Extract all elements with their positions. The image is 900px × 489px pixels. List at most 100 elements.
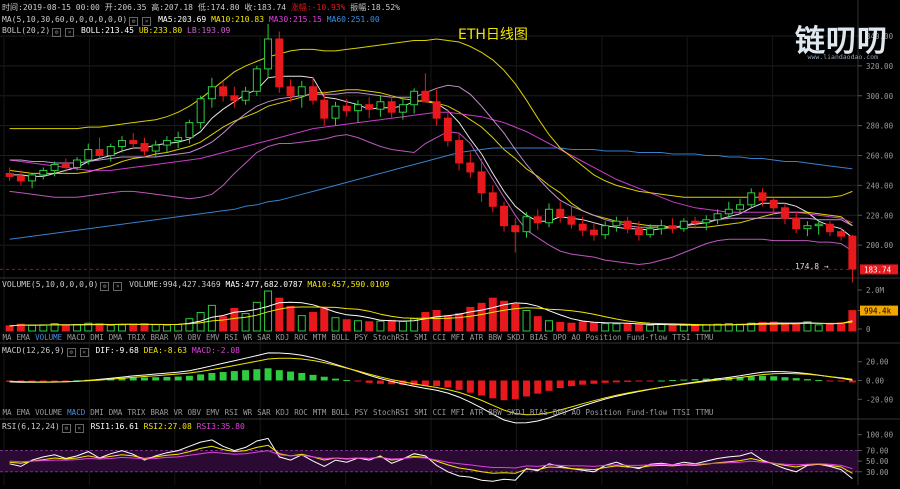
volume-bar (252, 301, 261, 332)
indicator-tab[interactable]: BRAR (150, 333, 169, 342)
indicator-tab[interactable]: MA (2, 333, 12, 342)
indicator-tab[interactable]: MTM (312, 333, 327, 342)
indicator-tab[interactable]: Position (585, 408, 622, 417)
macd-bar (388, 380, 396, 385)
indicator-tab[interactable]: ATR (469, 333, 484, 342)
settings-icon[interactable]: ⚙ (100, 282, 110, 291)
settings-icon[interactable]: ⚙ (61, 424, 71, 433)
indicator-tab[interactable]: DMA (108, 333, 123, 342)
indicator-tab[interactable]: SAR (257, 408, 271, 417)
indicator-tab[interactable]: ATR (469, 408, 484, 417)
settings-icon[interactable]: ⚙ (129, 17, 139, 26)
indicator-tab[interactable]: SMI (414, 408, 428, 417)
volume-bar (691, 325, 700, 332)
indicator-tab[interactable]: StochRSI (372, 408, 410, 417)
macd-bar (185, 375, 193, 381)
price-tick-label: 340.00 (866, 32, 894, 41)
indicator-tab[interactable]: VOLUME (35, 408, 63, 417)
indicator-tab[interactable]: DMI (90, 408, 104, 417)
indicator-tab[interactable]: MACD (67, 333, 86, 342)
indicator-tab[interactable]: DPO (552, 408, 567, 417)
volume-params: VOLUME(5,10,0,0,0,0) (2, 280, 99, 289)
indicator-tab[interactable]: PSY (354, 333, 368, 342)
volume-bar (533, 316, 542, 332)
indicator-tab[interactable]: TTMU (695, 333, 714, 342)
indicator-tab[interactable]: AO (571, 333, 581, 342)
indicator-tab[interactable]: OBV (187, 408, 202, 417)
indicator-tab[interactable]: EMV (206, 333, 220, 342)
amplitude-label: 振幅:18.52% (350, 3, 400, 12)
indicator-tab[interactable]: EMA (16, 408, 31, 417)
indicator-tab[interactable]: TTMU (695, 408, 714, 417)
indicator-tab[interactable]: StochRSI (372, 333, 410, 342)
indicator-tab[interactable]: SKDJ (506, 333, 525, 342)
indicator-tab[interactable]: TRIX (127, 408, 146, 417)
macd-bar (567, 380, 575, 387)
close-icon[interactable]: × (142, 17, 152, 26)
close-icon[interactable]: × (113, 282, 123, 291)
indicator-tab[interactable]: DMA (108, 408, 123, 417)
indicator-tab[interactable]: EMV (206, 408, 220, 417)
indicator-tab[interactable]: BOLL (331, 408, 350, 417)
indicator-tab[interactable]: KDJ (275, 408, 290, 417)
indicator-tab[interactable]: ROC (294, 408, 308, 417)
line-ma5 (9, 75, 853, 239)
indicator-tab[interactable]: CCI (432, 408, 447, 417)
indicator-tab[interactable]: Position (585, 333, 622, 342)
candle-body (118, 140, 126, 148)
macd-bar (230, 371, 238, 381)
candle-body (264, 38, 273, 70)
indicator-tab[interactable]: DMI (90, 333, 104, 342)
indicator-tab[interactable]: MA (2, 408, 12, 417)
indicator-tab[interactable]: CCI (432, 333, 447, 342)
settings-icon[interactable]: ⚙ (66, 348, 76, 357)
macd-bar (781, 377, 789, 381)
indicator-tab[interactable]: AO (571, 408, 581, 417)
candle-body (151, 144, 160, 152)
settings-icon[interactable]: ⚙ (52, 28, 62, 37)
indicator-tab[interactable]: Fund-flow (626, 408, 668, 417)
indicator-tab[interactable]: MTM (312, 408, 327, 417)
indicator-tab[interactable]: BIAS (529, 408, 548, 417)
indicator-tab[interactable]: BOLL (331, 333, 350, 342)
indicator-tab[interactable]: SKDJ (506, 408, 525, 417)
indicator-tab[interactable]: WR (243, 333, 253, 342)
volume-bar (73, 323, 82, 332)
candle-body (5, 172, 14, 177)
candle-body (16, 175, 25, 182)
indicator-tab[interactable]: BBW (488, 333, 502, 342)
indicator-tab[interactable]: PSY (354, 408, 368, 417)
indicator-tab[interactable]: WR (243, 408, 253, 417)
indicator-tab[interactable]: SAR (257, 333, 271, 342)
indicator-tab[interactable]: TTSI (672, 333, 691, 342)
indicator-tab[interactable]: TTSI (672, 408, 691, 417)
volume-value: VOLUME:994,427.3469 (129, 280, 221, 289)
indicator-tab[interactable]: SMI (414, 333, 428, 342)
indicator-tab[interactable]: DPO (552, 333, 567, 342)
candle-body (556, 208, 565, 218)
volume-bar (84, 322, 93, 332)
macd-bar (309, 374, 317, 381)
indicator-tab[interactable]: BIAS (529, 333, 548, 342)
indicator-tab[interactable]: MACD (67, 408, 86, 417)
indicator-tab[interactable]: BRAR (150, 408, 169, 417)
indicator-tab[interactable]: ROC (294, 333, 308, 342)
indicator-tab[interactable]: OBV (187, 333, 202, 342)
indicator-tab[interactable]: VR (173, 333, 183, 342)
close-icon[interactable]: × (74, 424, 84, 433)
candle-body (736, 204, 744, 210)
indicator-tab[interactable]: Fund-flow (626, 333, 668, 342)
indicator-tab[interactable]: MFI (451, 408, 465, 417)
close-icon[interactable]: × (65, 28, 75, 37)
indicator-tab[interactable]: RSI (224, 408, 239, 417)
indicator-tab[interactable]: VR (173, 408, 183, 417)
indicator-tab[interactable]: RSI (224, 333, 239, 342)
indicator-tab[interactable]: MFI (451, 333, 465, 342)
close-icon[interactable]: × (79, 348, 89, 357)
indicator-tab[interactable]: VOLUME (35, 333, 63, 342)
brand-url: www.liandaodao.com (807, 53, 878, 61)
indicator-tab[interactable]: BBW (488, 408, 502, 417)
indicator-tab[interactable]: EMA (16, 333, 31, 342)
indicator-tab[interactable]: KDJ (275, 333, 290, 342)
indicator-tab[interactable]: TRIX (127, 333, 146, 342)
